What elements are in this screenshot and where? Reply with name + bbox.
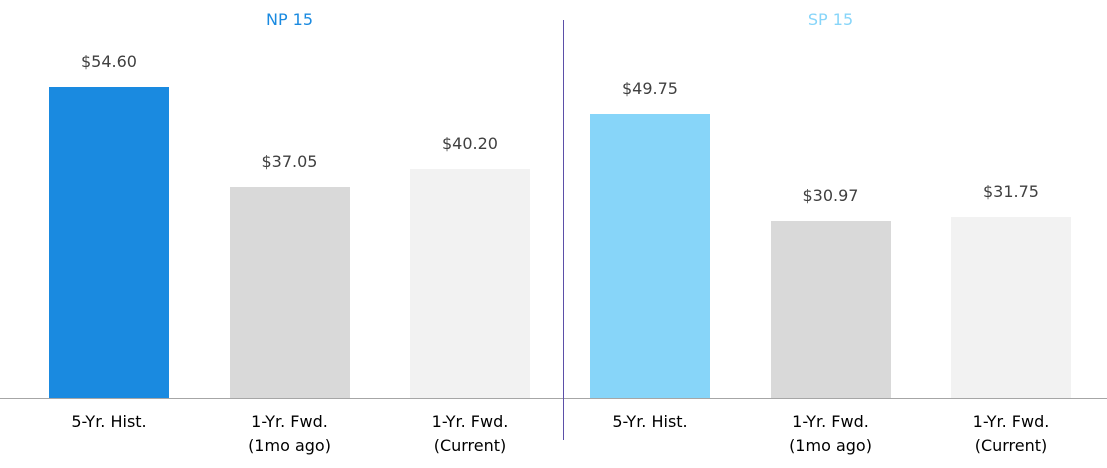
x-tick-label: 1-Yr. Fwd. (Current): [972, 412, 1050, 455]
x-tick-label: 1-Yr. Fwd. (Current): [431, 412, 509, 455]
value-label: $30.97: [802, 186, 859, 206]
baseline: [0, 398, 1107, 399]
bar: [951, 217, 1071, 398]
group-title: SP 15: [807, 10, 854, 29]
value-label: $37.05: [261, 151, 318, 171]
x-tick-label: 5-Yr. Hist.: [612, 412, 688, 431]
value-label: $40.20: [442, 133, 498, 153]
x-tick-label: 1-Yr. Fwd. (1mo ago): [248, 412, 331, 455]
group-divider: [563, 20, 564, 440]
group-title: NP 15: [265, 10, 314, 29]
value-label: $54.60: [81, 51, 137, 71]
value-label: $49.75: [622, 79, 678, 99]
bar: [49, 86, 169, 398]
bar: [590, 114, 710, 398]
bar: [229, 186, 350, 398]
x-tick-label: 5-Yr. Hist.: [71, 412, 147, 431]
x-tick-label: 1-Yr. Fwd. (1mo ago): [789, 412, 872, 455]
bar: [410, 168, 530, 398]
value-label: $31.75: [983, 182, 1039, 202]
bar: [770, 221, 891, 398]
